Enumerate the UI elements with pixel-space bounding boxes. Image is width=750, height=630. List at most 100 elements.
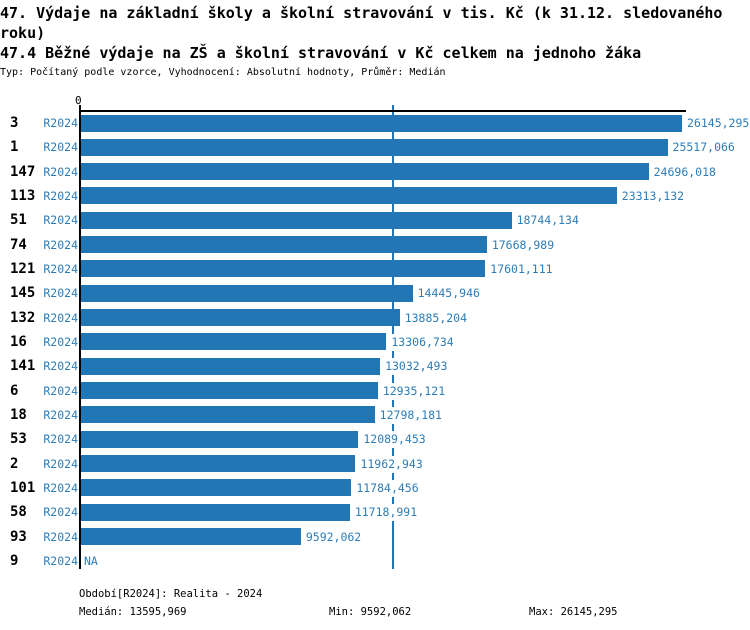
bar bbox=[80, 357, 381, 375]
bar bbox=[80, 455, 356, 473]
bar-row: 145 R2024 14445,946 bbox=[0, 281, 750, 305]
row-category-label: 3 bbox=[10, 115, 19, 131]
bar-row: 121 R2024 17601,111 bbox=[0, 257, 750, 281]
bar-row: 6 R2024 12935,121 bbox=[0, 379, 750, 403]
bar bbox=[80, 163, 649, 181]
row-category-label: 1 bbox=[10, 139, 19, 156]
y-axis-line bbox=[79, 105, 81, 569]
bar-value-label: 9592,062 bbox=[305, 528, 364, 546]
row-category-label: 147 bbox=[10, 163, 36, 180]
bar-row: 16 R2024 13306,734 bbox=[0, 330, 750, 354]
bar-value-label: 23313,132 bbox=[621, 187, 687, 205]
bar-value-label: 24696,018 bbox=[653, 163, 718, 181]
row-category-label: 18 bbox=[10, 406, 27, 423]
row-category-label: 2 bbox=[10, 455, 19, 472]
bar-row: 93 R2024 9592,062 bbox=[0, 525, 750, 549]
bar-value-label: 12798,181 bbox=[379, 406, 444, 424]
row-category-label: 6 bbox=[10, 382, 19, 399]
bar bbox=[80, 528, 301, 546]
x-axis-zero-label: 0 bbox=[75, 94, 82, 107]
row-category-label: 141 bbox=[10, 358, 36, 375]
bar-row: 132 R2024 13885,204 bbox=[0, 306, 750, 330]
bar-row: 3 R2024 26145,295 bbox=[0, 111, 750, 135]
row-category-label: 132 bbox=[10, 309, 36, 326]
row-category-label: 58 bbox=[10, 504, 27, 521]
bar-value-label: 11784,456 bbox=[356, 479, 421, 497]
bar-row: 147 R2024 24696,018 bbox=[0, 160, 750, 184]
bar bbox=[80, 260, 486, 278]
bar-value-label: 11718,991 bbox=[354, 504, 420, 522]
row-category-label: 16 bbox=[10, 333, 27, 350]
row-series-label: R2024 bbox=[43, 407, 78, 422]
bar-value-label: 18744,134 bbox=[516, 212, 581, 230]
row-series-label: R2024 bbox=[43, 456, 78, 471]
bar-value-label: 17601,111 bbox=[490, 260, 555, 278]
bar bbox=[80, 479, 352, 497]
bar-row: 58 R2024 11718,991 bbox=[0, 500, 750, 524]
row-category-label: 113 bbox=[10, 187, 36, 204]
bar-row: 1 R2024 25517,066 bbox=[0, 135, 750, 159]
x-axis-line bbox=[79, 110, 686, 112]
row-series-label: R2024 bbox=[43, 164, 78, 179]
bar bbox=[80, 284, 413, 302]
row-category-label: 53 bbox=[10, 431, 27, 448]
bar-row: 18 R2024 12798,181 bbox=[0, 403, 750, 427]
footer-min-stat: Min: 9592,062 bbox=[329, 606, 412, 618]
row-series-label: R2024 bbox=[43, 116, 78, 130]
bar bbox=[80, 211, 512, 229]
row-category-label: 51 bbox=[10, 212, 27, 229]
bar-value-label: 17668,989 bbox=[491, 236, 557, 254]
row-series-label: R2024 bbox=[43, 286, 78, 301]
bar-rows: 3 R2024 26145,295 1 R2024 25517,066 147 … bbox=[0, 111, 750, 573]
row-series-label: R2024 bbox=[43, 237, 78, 252]
row-category-label: 121 bbox=[10, 260, 36, 277]
chart-meta: Typ: Počítaný podle vzorce, Vyhodnocení:… bbox=[0, 67, 446, 78]
row-series-label: R2024 bbox=[43, 383, 78, 398]
bar bbox=[80, 430, 359, 448]
row-series-label: R2024 bbox=[43, 261, 78, 276]
row-series-label: R2024 bbox=[43, 213, 78, 228]
bar bbox=[80, 187, 617, 205]
bar-value-label: 12089,453 bbox=[363, 431, 428, 449]
bar bbox=[80, 382, 378, 400]
bar bbox=[80, 309, 400, 327]
row-series-label: R2024 bbox=[43, 140, 78, 155]
bar-row: 101 R2024 11784,456 bbox=[0, 476, 750, 500]
row-series-label: R2024 bbox=[43, 480, 78, 495]
row-category-label: 9 bbox=[10, 552, 19, 569]
row-series-label: R2024 bbox=[43, 505, 78, 520]
bar-row: 51 R2024 18744,134 bbox=[0, 208, 750, 232]
row-category-label: 145 bbox=[10, 285, 36, 302]
footer-period: Období[R2024]: Realita - 2024 bbox=[79, 588, 263, 600]
bar-row: 113 R2024 23313,132 bbox=[0, 184, 750, 208]
bar bbox=[80, 138, 668, 156]
bar-value-label: 14445,946 bbox=[417, 285, 482, 303]
row-series-label: R2024 bbox=[43, 432, 78, 447]
bar-value-label: 13306,734 bbox=[391, 333, 456, 351]
footer-max-stat: Max: 26145,295 bbox=[529, 606, 618, 618]
bar-value-label: 12935,121 bbox=[382, 382, 448, 400]
bar bbox=[80, 114, 682, 132]
bar-row: 74 R2024 17668,989 bbox=[0, 233, 750, 257]
row-series-label: R2024 bbox=[43, 553, 78, 568]
bar bbox=[80, 406, 375, 424]
bar-row: 53 R2024 12089,453 bbox=[0, 427, 750, 451]
row-category-label: 101 bbox=[10, 479, 36, 496]
bar-value-label: NA bbox=[84, 552, 100, 570]
bar-row: 2 R2024 11962,943 bbox=[0, 452, 750, 476]
chart-subtitle: 47.4 Běžné výdaje na ZŠ a školní stravov… bbox=[0, 44, 642, 62]
bar-row: 141 R2024 13032,493 bbox=[0, 354, 750, 378]
bar bbox=[80, 333, 387, 351]
bar bbox=[80, 236, 487, 254]
bar-value-label: 26145,295 bbox=[687, 115, 750, 132]
row-series-label: R2024 bbox=[43, 188, 78, 203]
footer-median-stat: Medián: 13595,969 bbox=[79, 606, 187, 618]
row-category-label: 74 bbox=[10, 236, 27, 253]
row-series-label: R2024 bbox=[43, 359, 78, 374]
bar-value-label: 11962,943 bbox=[360, 455, 425, 473]
chart-title: 47. Výdaje na základní školy a školní st… bbox=[0, 4, 723, 42]
bar-value-label: 13032,493 bbox=[385, 358, 450, 376]
bar-value-label: 13885,204 bbox=[404, 309, 470, 327]
bar-value-label: 25517,066 bbox=[672, 139, 737, 157]
